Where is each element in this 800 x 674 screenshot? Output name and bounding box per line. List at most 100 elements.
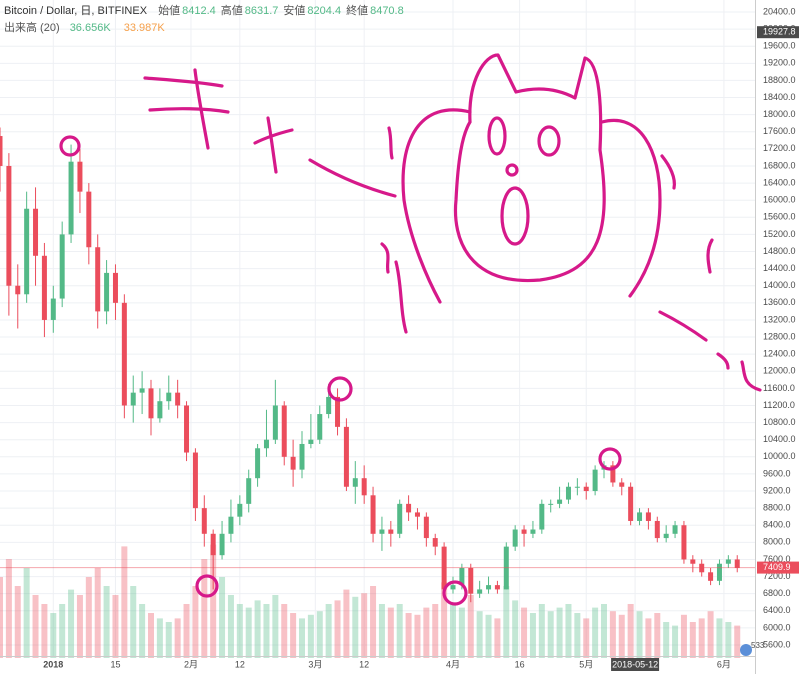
volume-bar — [370, 586, 377, 658]
candle-body — [255, 448, 261, 479]
candle-body — [708, 572, 714, 581]
volume-bar — [378, 604, 385, 658]
y-tick-label: 14400.0 — [763, 263, 796, 273]
volume-bar — [423, 607, 430, 658]
candle-body — [548, 503, 554, 505]
volume-bar — [272, 595, 279, 658]
y-tick-label: 5600.0 — [763, 639, 791, 649]
candle-body — [24, 208, 30, 295]
x-tick-label: 6月 — [717, 659, 731, 669]
y-tick-label: 19600.0 — [763, 41, 796, 51]
candle-body — [6, 165, 12, 286]
y-tick-label: 12000.0 — [763, 366, 796, 376]
y-tick-label: 10800.0 — [763, 417, 796, 427]
volume-bar — [636, 611, 643, 658]
candle-body — [725, 559, 731, 564]
ohlc-value: 8470.8 — [370, 5, 404, 17]
candle-body — [130, 392, 136, 406]
candle-body — [95, 247, 101, 312]
volume-bar — [76, 595, 83, 658]
volume-bar — [85, 577, 92, 658]
volume-bar — [467, 595, 474, 658]
y-tick-label: 14000.0 — [763, 280, 796, 290]
candle-body — [86, 191, 92, 248]
y-tick-label: 20400.0 — [763, 6, 796, 16]
candle-body — [184, 405, 190, 453]
candle-body — [192, 452, 198, 509]
y-tick-label: 18000.0 — [763, 109, 796, 119]
volume-bar — [521, 607, 528, 658]
volume-bar — [94, 568, 101, 658]
y-tick-label: 11600.0 — [763, 383, 795, 393]
crosshair-tag — [757, 26, 799, 39]
candle-body — [406, 503, 412, 513]
candle-body — [77, 161, 83, 192]
volume-bar — [654, 613, 661, 658]
volume-bar — [645, 618, 652, 658]
volume-bar — [707, 611, 714, 658]
ohlc-label: 始値 — [158, 5, 181, 17]
candle-body — [672, 525, 678, 534]
volume-bar — [281, 604, 288, 658]
y-tick-label: 7600.0 — [763, 554, 791, 564]
volume-bar — [263, 604, 270, 658]
candle-body — [539, 503, 545, 530]
candle-body — [459, 568, 465, 586]
x-tick-label: 2018 — [43, 659, 63, 669]
volume-bar — [139, 604, 146, 658]
candle-body — [388, 529, 394, 534]
volume-bar — [32, 595, 39, 658]
candle-body — [281, 405, 287, 457]
candle-body — [450, 585, 456, 590]
candle-body — [628, 486, 634, 521]
volume-bar — [503, 586, 510, 658]
candle-body — [50, 298, 56, 320]
candle-body — [645, 512, 651, 521]
volume-bar — [307, 614, 314, 658]
volume-bar — [68, 589, 75, 658]
volume-bar — [618, 614, 625, 658]
volume-bar — [192, 586, 199, 658]
candle-body — [379, 529, 385, 534]
candle-body — [574, 486, 580, 488]
candle-body — [557, 499, 563, 504]
volume-label: 出来高 (20) — [4, 22, 60, 34]
candle-body — [432, 538, 438, 547]
candle-body — [414, 512, 420, 517]
candle-body — [690, 559, 696, 564]
candle-body — [272, 405, 278, 440]
candle-body — [610, 465, 616, 483]
volume-bar — [121, 546, 128, 658]
volume-bar — [396, 604, 403, 658]
y-tick-label: 8400.0 — [763, 520, 791, 530]
volume-bar — [343, 589, 350, 658]
volume-bar — [0, 577, 3, 658]
volume-bar — [450, 604, 456, 658]
x-tick-label: 12 — [235, 659, 245, 669]
volume-bar — [494, 618, 501, 658]
candle-body — [637, 512, 643, 521]
volume-bar — [538, 604, 545, 658]
ohlc-value: 8412.4 — [182, 5, 216, 17]
y-tick-label: 8800.0 — [763, 503, 791, 513]
y-tick-label: 16000.0 — [763, 195, 796, 205]
candle-body — [104, 272, 110, 312]
volume-bar — [529, 613, 536, 658]
volume-bar — [698, 618, 705, 658]
volume-bar — [734, 625, 741, 658]
x-tick-label: 2018-05-12 — [612, 659, 658, 669]
candle-body — [361, 478, 367, 496]
volume-bar — [387, 607, 394, 658]
y-tick-label: 19200.0 — [763, 58, 796, 68]
y-tick-label: 13600.0 — [763, 297, 796, 307]
y-tick-label: 15200.0 — [763, 229, 796, 239]
candle-body — [370, 495, 376, 534]
volume-bar — [334, 600, 341, 658]
volume-bar — [41, 604, 48, 658]
candle-body — [157, 401, 163, 419]
y-tick-label: 6800.0 — [763, 588, 791, 598]
symbol-row: Bitcoin / Dollar, 日, BITFINEX 始値 8412.4 高値… — [4, 3, 409, 20]
volume-bar — [254, 600, 261, 658]
volume-row: 出来高 (20) 36.656K 33.987K — [4, 20, 409, 37]
candle-body — [654, 520, 660, 539]
